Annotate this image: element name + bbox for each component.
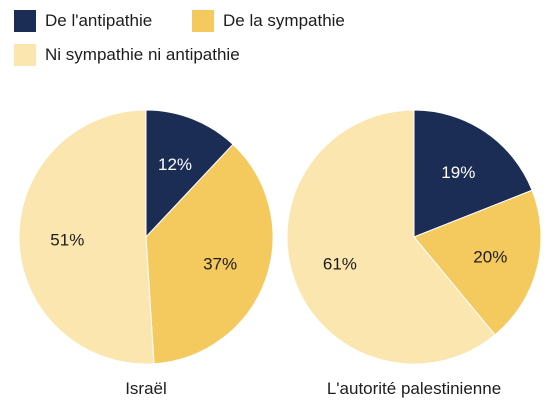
legend-label: De la sympathie — [223, 11, 345, 30]
pie-slice-neutre — [18, 109, 155, 365]
slice-value-label: 20% — [473, 248, 507, 267]
pie-chart-1: 12% 37% 51% Israël — [18, 109, 274, 398]
legend-label: Ni sympathie ni antipathie — [45, 45, 240, 64]
legend-swatch-antipathie — [14, 10, 36, 32]
legend-item-neutre: Ni sympathie ni antipathie — [14, 42, 240, 68]
slice-value-label: 19% — [441, 163, 475, 182]
slice-value-label: 37% — [203, 255, 237, 274]
legend-label: De l'antipathie — [45, 11, 153, 30]
pie-chart-2: 19% 20% 61% L'autorité palestinienne — [286, 109, 542, 398]
pie-title: L'autorité palestinienne — [327, 379, 501, 398]
pie-slice-neutre — [286, 109, 496, 365]
slice-value-label: 51% — [50, 231, 84, 250]
pie-title: Israël — [125, 379, 167, 398]
pie-slice-sympathie — [145, 143, 274, 365]
legend-item-antipathie: De l'antipathie — [14, 8, 152, 34]
legend-swatch-sympathie — [192, 10, 214, 32]
pie-slice-antipathie — [145, 109, 234, 239]
slice-value-label: 61% — [323, 255, 357, 274]
pie-slice-sympathie — [413, 189, 542, 336]
legend-item-sympathie: De la sympathie — [192, 8, 345, 34]
slice-value-label: 12% — [158, 155, 192, 174]
pie-slice-antipathie — [413, 109, 533, 238]
legend-swatch-neutre — [14, 44, 36, 66]
